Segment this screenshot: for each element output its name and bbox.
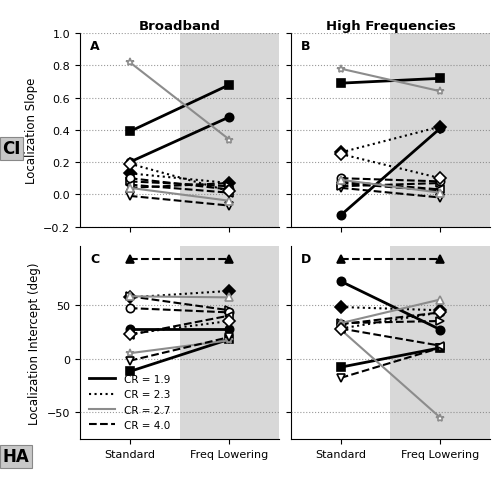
Bar — [390, 246, 490, 439]
Text: C: C — [90, 252, 99, 265]
Bar — [390, 34, 490, 227]
Bar — [180, 246, 279, 439]
Title: High Frequencies: High Frequencies — [326, 20, 456, 33]
Y-axis label: Localization Slope: Localization Slope — [24, 78, 38, 183]
Y-axis label: Localization Intercept (deg): Localization Intercept (deg) — [28, 262, 42, 424]
Text: CI: CI — [2, 140, 21, 158]
Text: A: A — [90, 40, 100, 53]
Title: Broadband: Broadband — [138, 20, 220, 33]
Text: HA: HA — [2, 447, 29, 465]
Text: B: B — [301, 40, 310, 53]
Legend: CR = 1.9, CR = 2.3, CR = 2.7, CR = 4.0: CR = 1.9, CR = 2.3, CR = 2.7, CR = 4.0 — [85, 370, 174, 434]
Text: D: D — [301, 252, 311, 265]
Bar — [180, 34, 279, 227]
